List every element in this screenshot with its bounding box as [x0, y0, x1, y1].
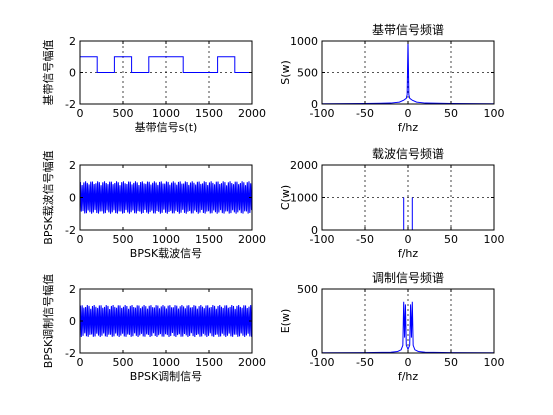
subplot-6: -100 -50 0 50 100 0 500 调制信号频谱 f/hz E(w) [279, 271, 505, 383]
x-tick-label: -50 [356, 356, 374, 369]
x-tick-label: 1500 [195, 107, 223, 120]
x-tick-label: 0 [405, 107, 412, 120]
x-tick-label: -50 [356, 233, 374, 246]
y-tick-label: 500 [297, 283, 318, 296]
series-line [322, 41, 494, 104]
y-tick-label: 500 [297, 67, 318, 80]
y-axis-label: E(w) [279, 309, 292, 334]
x-tick-label: 100 [484, 233, 505, 246]
x-tick-label: -100 [310, 356, 335, 369]
y-tick-label: 2000 [290, 159, 318, 172]
chart-title: 调制信号频谱 [372, 271, 444, 285]
series-line [80, 181, 252, 214]
y-tick-label: 0 [311, 347, 318, 360]
y-tick-label: 2 [69, 35, 76, 48]
y-tick-label: 0 [69, 67, 76, 80]
x-axis-label: f/hz [398, 247, 419, 260]
y-axis-label: BPSK调制信号幅值 [42, 274, 55, 368]
x-axis-label: BPSK载波信号 [130, 247, 202, 260]
chart-title: 基带信号频谱 [372, 23, 444, 37]
x-tick-label: 100 [484, 356, 505, 369]
x-tick-label: 2000 [238, 356, 266, 369]
x-axis-label: f/hz [398, 121, 419, 134]
chart-title: 载波信号频谱 [372, 147, 444, 161]
y-tick-label: -2 [65, 98, 76, 111]
x-tick-label: 500 [113, 107, 134, 120]
series-line [80, 304, 252, 338]
x-tick-label: 2000 [238, 233, 266, 246]
x-axis-label: f/hz [398, 370, 419, 383]
x-tick-label: 0 [405, 233, 412, 246]
y-tick-label: 2 [69, 159, 76, 172]
x-tick-label: -100 [310, 107, 335, 120]
y-tick-label: 0 [69, 192, 76, 205]
x-tick-label: 500 [113, 233, 134, 246]
y-tick-label: -2 [65, 347, 76, 360]
series-line [322, 301, 494, 353]
x-tick-label: 100 [484, 107, 505, 120]
x-tick-label: 0 [77, 107, 84, 120]
x-tick-label: 500 [113, 356, 134, 369]
x-tick-label: 1000 [152, 356, 180, 369]
x-tick-label: -50 [356, 107, 374, 120]
x-tick-label: 1000 [152, 233, 180, 246]
y-axis-label: 基带信号幅值 [42, 40, 55, 106]
x-tick-label: 1500 [195, 356, 223, 369]
x-tick-label: 0 [405, 356, 412, 369]
y-tick-label: 0 [311, 98, 318, 111]
x-axis-label: 基带信号s(t) [135, 121, 198, 134]
x-tick-label: 1500 [195, 233, 223, 246]
y-tick-label: 0 [69, 315, 76, 328]
x-tick-label: 0 [77, 356, 84, 369]
y-tick-label: 0 [311, 224, 318, 237]
y-axis-label: BPSK载波信号幅值 [42, 150, 55, 244]
x-tick-label: 0 [77, 233, 84, 246]
x-tick-label: 50 [444, 233, 458, 246]
y-axis-label: S(w) [279, 60, 292, 85]
x-tick-label: 2000 [238, 107, 266, 120]
y-tick-label: 1000 [290, 35, 318, 48]
x-tick-label: 1000 [152, 107, 180, 120]
series-line [322, 197, 494, 230]
series-line [80, 56, 252, 73]
y-tick-label: -2 [65, 224, 76, 237]
y-tick-label: 2 [69, 283, 76, 296]
y-axis-label: C(w) [279, 185, 292, 210]
y-tick-label: 1000 [290, 192, 318, 205]
x-axis-label: BPSK调制信号 [130, 370, 202, 383]
x-tick-label: -100 [310, 233, 335, 246]
x-tick-label: 50 [444, 107, 458, 120]
x-tick-label: 50 [444, 356, 458, 369]
